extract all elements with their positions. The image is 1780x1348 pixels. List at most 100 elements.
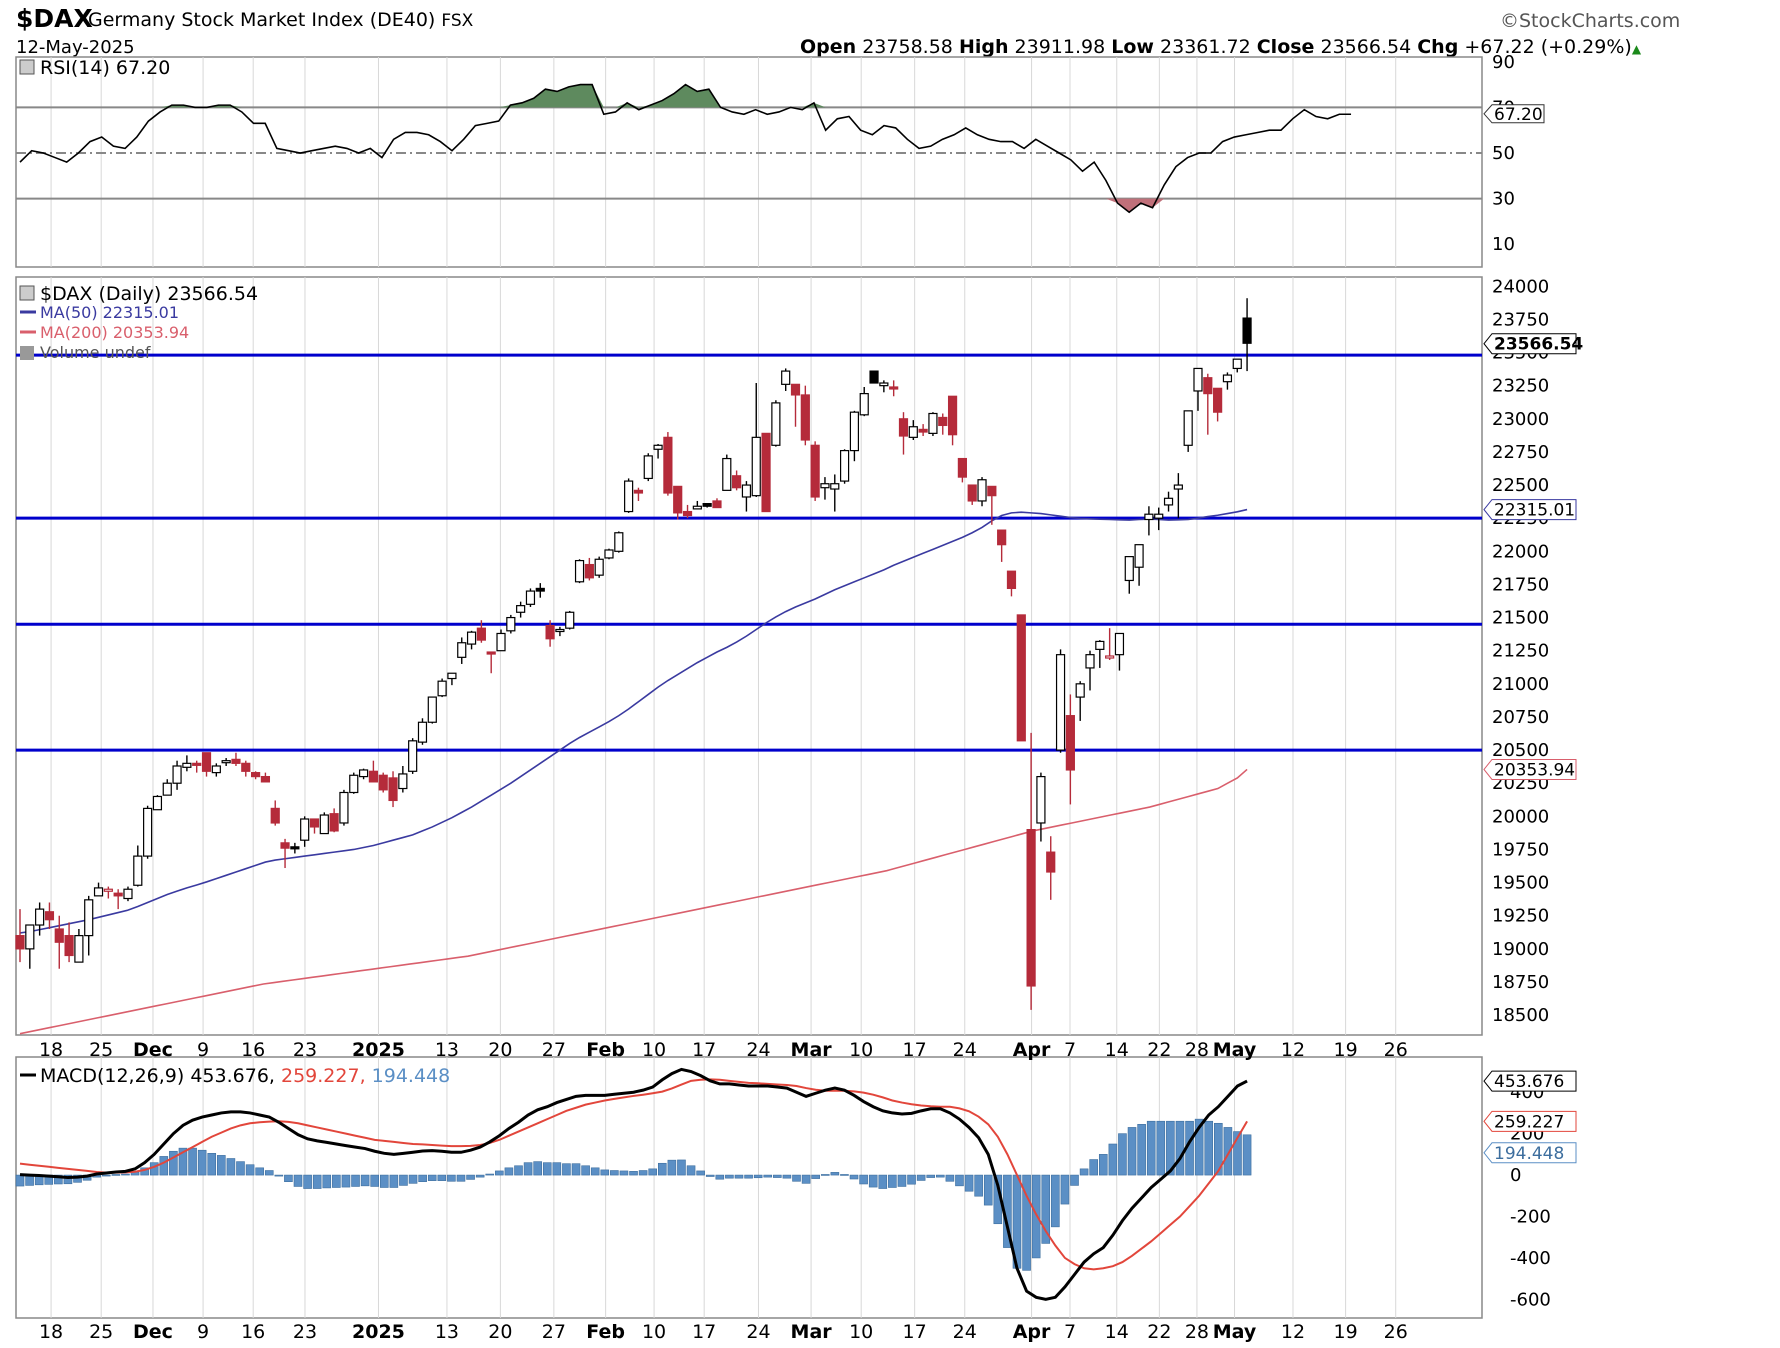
macd-histogram-bar — [1233, 1131, 1242, 1176]
candle-body — [447, 672, 457, 680]
price-y-tick-label: 18750 — [1492, 972, 1549, 993]
macd-hist-tag: 194.448 — [1494, 1144, 1564, 1164]
macd-histogram-bar — [207, 1153, 217, 1176]
chart-panels — [15, 56, 1483, 1319]
candle-body — [1026, 828, 1036, 987]
macd-histogram-bar — [485, 1173, 495, 1176]
macd-histogram-bar — [916, 1174, 926, 1181]
candle-body — [732, 475, 742, 489]
ma200-legend: MA(200) 20353.94 — [40, 323, 189, 342]
macd-histogram-bar — [1137, 1124, 1146, 1176]
macd-histogram-bar — [590, 1167, 600, 1176]
macd-histogram-bar — [1108, 1143, 1118, 1176]
macd-histogram-bar — [159, 1156, 169, 1176]
macd-line — [19, 1067, 1248, 1301]
macd-histogram-bar — [897, 1174, 907, 1187]
macd-histogram-bar — [888, 1174, 897, 1188]
macd-histogram-bar — [54, 1174, 63, 1185]
candle-body — [437, 680, 447, 697]
candle-body — [1213, 387, 1223, 413]
macd-histogram-bar — [178, 1147, 188, 1176]
macd-signal-tag: 259.227 — [1494, 1112, 1564, 1132]
macd-histogram-bar — [542, 1162, 552, 1176]
rsi-value-tag-box — [1483, 104, 1545, 124]
candle-body — [221, 760, 231, 764]
stockcharts-watermark[interactable]: ©StockCharts.com — [1500, 10, 1681, 32]
candle-body — [535, 587, 545, 592]
x-tick-label-price: 10 — [849, 1039, 873, 1061]
x-tick-label-price: May — [1213, 1039, 1257, 1061]
x-tick-label-price: 16 — [241, 1039, 265, 1061]
x-tick-label-macd: 17 — [903, 1321, 927, 1343]
price-y-tick-label: 21750 — [1492, 574, 1549, 595]
x-tick-label-price: 27 — [542, 1039, 566, 1061]
macd-histogram-bar — [744, 1174, 753, 1179]
price-y-tick-label: 20750 — [1492, 707, 1549, 728]
macd-histogram-bar — [820, 1174, 830, 1176]
candle-body — [918, 428, 928, 433]
macd-histogram-bar — [1098, 1154, 1108, 1176]
candle-body — [1193, 367, 1203, 392]
close-value: 23566.54 — [1320, 36, 1412, 58]
macd-histogram-bar — [341, 1174, 351, 1188]
candle-body — [928, 412, 938, 434]
x-tick-label-macd: 16 — [241, 1321, 265, 1343]
x-tick-label-macd: May — [1213, 1321, 1257, 1343]
candle-body — [751, 436, 761, 497]
price-y-tick-label: 19750 — [1492, 839, 1549, 860]
x-tick-label-price: 7 — [1064, 1039, 1076, 1061]
candle-body — [231, 758, 241, 764]
close-price-tag: 23566.54 — [1494, 335, 1583, 355]
candle-body — [614, 532, 624, 552]
candle-body — [859, 393, 869, 416]
macd-histogram-bar — [648, 1168, 658, 1176]
candle-body — [947, 395, 958, 436]
candle-body — [525, 590, 536, 605]
candle-body — [388, 777, 398, 802]
macd-histogram-bar — [667, 1159, 677, 1176]
candle-body — [849, 411, 860, 452]
macd-histogram-bar — [217, 1155, 226, 1176]
macd-histogram-bar — [1051, 1174, 1060, 1228]
candle-body — [250, 772, 261, 778]
axes: 18 18 25 25 Dec Dec 9 9 16 16 23 23 2025 2025 13 13 20 20… — [39, 52, 1583, 1343]
candle-body — [584, 563, 594, 579]
candle-body — [722, 457, 732, 491]
candle-body — [1095, 640, 1105, 650]
macd-histogram-bar — [1060, 1174, 1070, 1205]
ma50-line — [19, 508, 1248, 934]
macd-histogram-bar — [351, 1174, 360, 1187]
macd-histogram-bar — [236, 1161, 245, 1176]
rsi-y-tick-label: 30 — [1492, 189, 1515, 210]
x-tick-label-price: 12 — [1281, 1039, 1305, 1061]
x-tick-label-macd: 14 — [1105, 1321, 1129, 1343]
macd-histogram-bar — [1146, 1120, 1156, 1176]
x-tick-label-macd: 23 — [293, 1321, 317, 1343]
candle-body — [771, 402, 781, 446]
x-tick-label-price: 17 — [903, 1039, 927, 1061]
macd-histogram-bar — [773, 1174, 782, 1178]
candle-body — [290, 846, 300, 850]
candle-body — [152, 795, 163, 811]
candle-body — [908, 426, 918, 438]
x-tick-label-price: Apr — [1013, 1039, 1051, 1061]
macd-histogram-bar — [197, 1149, 207, 1176]
macd-legend-hist: 194.448 — [372, 1065, 451, 1087]
price-y-tick-label: 23250 — [1492, 376, 1549, 397]
candle-body — [574, 559, 585, 583]
macd-histogram-bar — [945, 1174, 955, 1182]
macd-histogram-bar — [1089, 1159, 1098, 1176]
candle-body — [398, 773, 408, 790]
candle-body — [319, 814, 329, 835]
rsi-oversold-fill — [1105, 198, 1165, 213]
candle-body — [1163, 497, 1174, 506]
macd-histogram-bar — [111, 1174, 121, 1176]
chg-label: Chg — [1417, 36, 1459, 58]
macd-histogram-bar — [437, 1174, 447, 1181]
x-tick-label-macd: 24 — [953, 1321, 977, 1343]
price-legend: $DAX (Daily) 23566.54 — [40, 283, 258, 305]
macd-histogram-bar — [322, 1174, 332, 1189]
price-y-tick-label: 19000 — [1492, 939, 1549, 960]
candle-body — [820, 483, 830, 489]
candle-body — [997, 529, 1007, 546]
